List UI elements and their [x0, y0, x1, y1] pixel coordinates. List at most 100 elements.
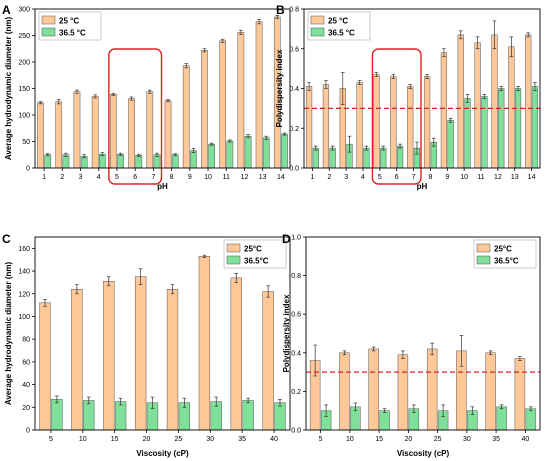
y-tick-label: 160 [18, 246, 30, 253]
bar-series1 [339, 352, 350, 431]
y-tick-label: 120 [18, 291, 30, 298]
bar-series2 [262, 137, 270, 169]
plot-frame [34, 8, 291, 169]
x-tick-label: 2 [327, 174, 331, 181]
chart-panel-a: A 0 50 100 150 200 250 300 Average hydrodynamic … [2, 3, 291, 191]
bar-series2 [481, 96, 488, 169]
x-axis-label: pH [157, 182, 168, 191]
bar-series2 [496, 406, 507, 431]
bar-series1 [262, 291, 274, 431]
bar-series1 [73, 91, 81, 169]
plot-frame [303, 8, 541, 169]
x-tick-label: 5 [49, 436, 53, 443]
x-tick-label: 4 [361, 174, 365, 181]
legend-swatch [476, 255, 491, 265]
bar-series1 [255, 21, 263, 169]
bar-series2 [447, 120, 454, 169]
bar-series2 [514, 88, 522, 169]
legend-swatch [41, 27, 56, 37]
bar-series1 [368, 348, 379, 431]
panel-letter: B [276, 3, 285, 17]
bar-series1 [182, 65, 190, 169]
bar-series1 [134, 276, 147, 431]
x-tick-label: 30 [206, 436, 214, 443]
bar-series1 [55, 101, 63, 169]
bar-series1 [491, 34, 498, 169]
x-tick-label: 10 [79, 436, 87, 443]
bar-series1 [71, 288, 83, 431]
y-tick-label: 0.2 [291, 389, 301, 396]
x-axis-label: Viscosity (cP) [136, 449, 189, 458]
bar-series1 [237, 32, 245, 169]
y-tick-label: 100 [18, 113, 30, 120]
bar-series2 [242, 400, 254, 431]
panel-letter: C [2, 232, 11, 246]
x-tick-label: 14 [277, 174, 285, 181]
y-tick-label: 150 [18, 86, 30, 93]
legend-label: 36.5°C [244, 257, 269, 266]
legend-label: 25 °C [328, 17, 348, 26]
y-tick-label: 0.0 [291, 428, 301, 435]
x-tick-label: 30 [463, 436, 471, 443]
bar-series1 [164, 100, 172, 169]
bar-series1 [230, 277, 242, 431]
bar-series1 [37, 102, 44, 169]
bar-series1 [525, 34, 532, 169]
bar-series1 [146, 91, 154, 169]
x-tick-label: 40 [270, 436, 278, 443]
x-tick-label: 14 [528, 174, 536, 181]
x-tick-label: 10 [346, 436, 354, 443]
x-tick-label: 1 [310, 174, 314, 181]
x-tick-label: 4 [97, 174, 101, 181]
bar-series1 [128, 98, 135, 169]
bar-series1 [514, 358, 526, 431]
legend-swatch [310, 15, 325, 25]
bar-series1 [103, 281, 115, 431]
bar-series1 [91, 96, 99, 169]
bar-series2 [396, 145, 404, 169]
legend-label: 36.5 °C [328, 29, 355, 38]
x-tick-label: 15 [111, 436, 119, 443]
bar-series1 [356, 82, 363, 169]
legend: 25°C 36.5°C [223, 239, 287, 269]
y-tick-label: 60 [22, 359, 30, 366]
y-tick-label: 50 [22, 139, 30, 146]
bar-series1 [397, 354, 409, 431]
x-tick-label: 8 [170, 174, 174, 181]
highlight-box [108, 48, 163, 185]
x-axis-label: Viscosity (cP) [397, 449, 450, 458]
y-tick-label: 300 [18, 7, 30, 14]
x-tick-label: 2 [60, 174, 64, 181]
bar-series2 [226, 140, 234, 169]
bar-series2 [363, 147, 370, 169]
bar-series2 [329, 147, 336, 169]
bar-series2 [312, 147, 319, 169]
x-tick-label: 7 [151, 174, 155, 181]
x-tick-label: 11 [223, 174, 230, 181]
bar-series2 [44, 154, 52, 169]
y-tick-label: 0.8 [291, 273, 301, 280]
bar-series2 [114, 401, 127, 431]
y-tick-label: 0 [26, 166, 30, 173]
legend-swatch [476, 243, 491, 253]
x-tick-label: 25 [175, 436, 183, 443]
x-tick-label: 6 [395, 174, 399, 181]
legend-label: 25 °C [59, 17, 79, 26]
x-tick-label: 10 [204, 174, 212, 181]
x-tick-label: 13 [511, 174, 519, 181]
x-tick-label: 3 [79, 174, 83, 181]
y-tick-label: 20 [22, 405, 30, 412]
x-tick-label: 7 [412, 174, 416, 181]
bar-series1 [474, 42, 481, 169]
bar-series1 [322, 84, 330, 169]
y-tick-label: 100 [18, 314, 30, 321]
legend-label: 25°C [244, 245, 262, 254]
legend: 25 °C 36.5 °C [38, 11, 102, 41]
bar-series1 [219, 40, 227, 169]
x-tick-label: 6 [133, 174, 137, 181]
bar-series1 [407, 86, 414, 169]
bar-series2 [51, 399, 63, 431]
x-tick-label: 13 [259, 174, 267, 181]
bar-series1 [198, 256, 211, 431]
